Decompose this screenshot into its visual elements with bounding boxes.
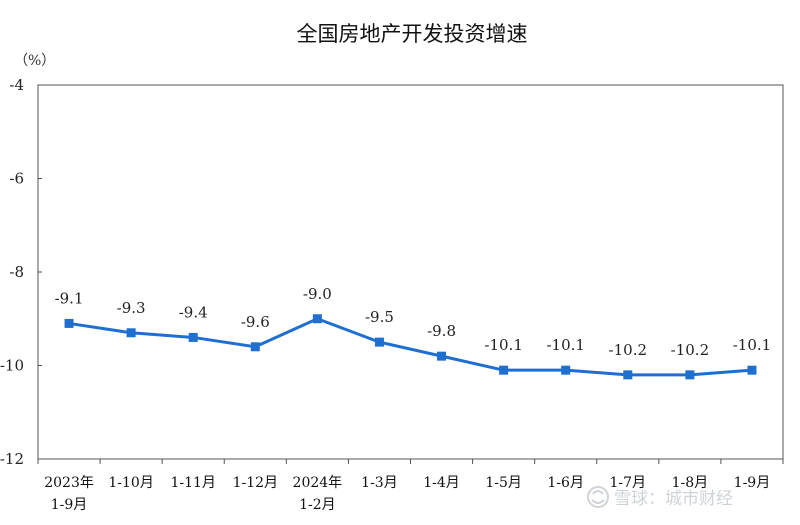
y-tick-label: -4 [9,76,24,94]
data-point-marker [250,342,260,352]
chart-title: 全国房地产开发投资增速 [297,22,528,46]
data-point-marker [188,332,198,342]
y-tick-label: -12 [0,450,24,468]
data-label: -10.1 [733,336,771,354]
x-tick-label: 1-2月 [299,497,336,513]
y-tick-label: -6 [9,170,24,188]
data-point-marker [561,365,571,375]
data-label: -10.1 [546,336,584,354]
x-tick-label: 1-3月 [361,475,398,491]
x-tick-label: 1-9月 [51,497,88,513]
data-labels: -9.1 -9.3 -9.4 -9.6 -9.0 -9.5 -9.8 -10.1 -10.1 -1… [55,285,772,359]
x-tick-label: 2023年 [44,475,94,491]
data-label: -9.5 [365,308,394,326]
x-tick-label: 1-6月 [547,475,584,491]
series-line [68,317,753,377]
x-tick-label: 1-12月 [233,475,278,491]
data-label: -9.1 [55,289,84,307]
y-axis-ticks: -4 -6 -8 -10 -12 [0,76,42,468]
data-label: -9.6 [241,313,270,331]
data-label: -9.8 [427,322,456,340]
data-point-marker [64,318,74,328]
x-tick-label: 1-10月 [108,475,153,491]
data-label: -9.0 [303,285,332,303]
data-point-marker [437,351,447,361]
data-label: -10.2 [609,341,647,359]
data-label: -10.2 [671,341,709,359]
y-axis-unit: （%） [14,53,55,69]
data-point-marker [747,365,757,375]
watermark-text: 雪球：城市财经 [614,489,733,509]
data-point-marker [623,370,633,380]
data-label: -9.4 [179,303,208,321]
plot-frame [37,84,784,460]
series-line-group [64,314,757,380]
x-tick-label: 1-11月 [170,475,215,491]
snowball-logo-icon [587,486,609,508]
data-label: -9.3 [117,299,146,317]
data-point-marker [374,337,384,347]
x-tick-label: 2024年 [293,475,343,491]
y-tick-label: -10 [0,357,24,375]
data-point-marker [499,365,509,375]
watermark: 雪球：城市财经 [587,486,733,509]
data-label: -10.1 [484,336,522,354]
x-tick-label: 1-5月 [485,475,522,491]
x-tick-label: 1-4月 [423,475,460,491]
data-point-marker [126,328,136,338]
y-tick-label: -8 [9,263,24,281]
x-axis-ticks: 2023年 1-9月 1-10月 1-11月 1-12月 2024年 1-2月 1-3月 1-4… [37,459,784,513]
x-tick-label: 1-8月 [672,475,709,491]
x-tick-label: 1-9月 [734,475,771,491]
x-tick-label: 1-7月 [610,475,647,491]
data-point-marker [685,370,695,380]
data-point-marker [312,314,322,324]
